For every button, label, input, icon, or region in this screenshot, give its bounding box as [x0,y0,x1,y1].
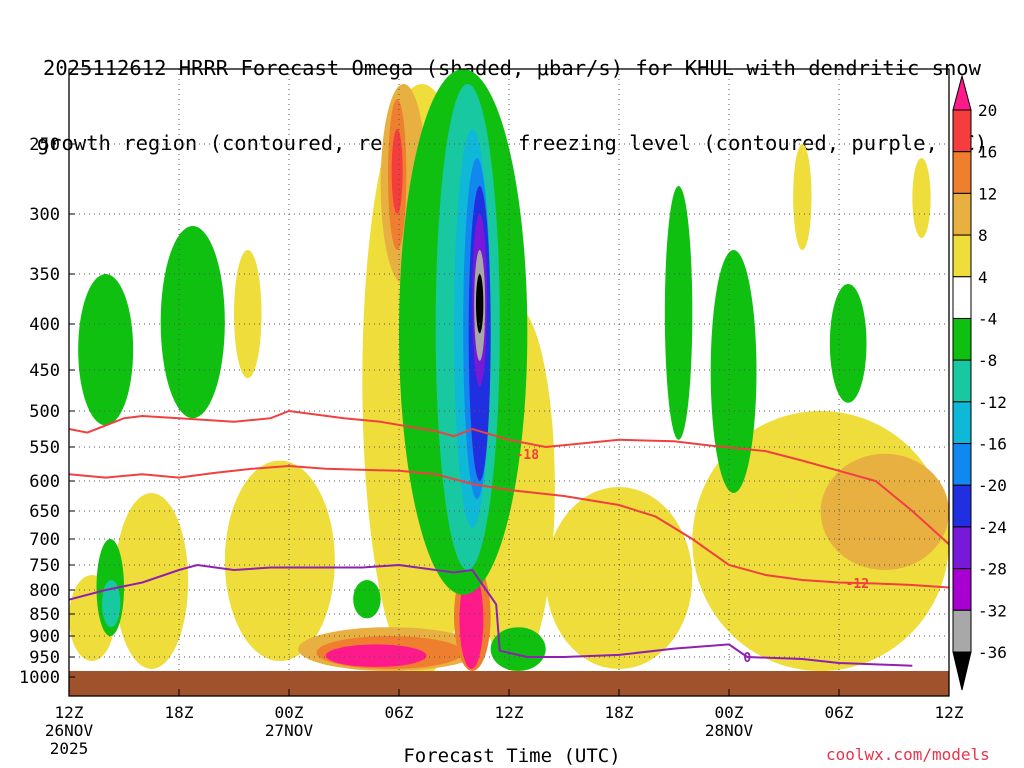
xdate-label-0-1: 2025 [50,739,89,758]
ytick-label-850: 850 [29,605,60,625]
colorbar-swatch-2 [952,192,972,236]
colorbar-swatch-8 [952,443,972,486]
xtick-label-24: 12Z [495,703,524,722]
omega-region-lt-4-22 [664,186,693,440]
ytick-label-250: 250 [29,135,60,155]
xtick-label-30: 18Z [605,703,634,722]
ytick-label-500: 500 [29,402,60,422]
x-axis-title: Forecast Time (UTC) [403,745,621,767]
colorbar-label-4: 4 [978,268,988,287]
credit-text: coolwx.com/models [826,745,990,764]
ytick-label-1000: 1000 [19,668,60,688]
colorbar-swatch-11 [952,568,972,611]
omega-region-lt-4-23 [710,250,757,493]
omega-region-gt4-2 [224,460,335,661]
contour-line-0 [69,409,949,545]
colorbar-swatch-9 [952,484,972,528]
xtick-label-6: 18Z [165,703,194,722]
xdate-label-0-0: 26NOV [45,721,94,740]
xtick-label-42: 06Z [825,703,854,722]
omega-region-lt-4-25 [490,627,546,671]
ytick-label-900: 900 [29,627,60,647]
xtick-label-48: 12Z [935,703,964,722]
colorbar-label-3: 8 [978,226,988,245]
colorbar-label-5: -4 [978,309,997,328]
colorbar-label-7: -12 [978,393,1007,412]
colorbar-swatch-7 [952,401,972,445]
xtick-label-12: 00Z [275,703,304,722]
colorbar-label-9: -20 [978,476,1007,495]
colorbar-swatch-5 [952,317,972,361]
colorbar-label-0: 20 [978,101,997,120]
colorbar-label-11: -28 [978,560,1007,579]
contour-line-2 [69,563,913,667]
contour-label-2: 0 [743,651,751,666]
contour-label-1: -12 [846,577,869,592]
colorbar-swatch-0 [952,109,972,153]
colorbar-top-triangle [952,74,972,111]
ytick-label-950: 950 [29,648,60,668]
omega-region-gt4-9 [234,250,262,379]
ytick-label-450: 450 [29,361,60,381]
ytick-label-700: 700 [29,530,60,550]
ytick-label-300: 300 [29,205,60,225]
omega-region-gt16-18 [391,129,403,214]
colorbar-swatch-10 [952,526,972,570]
colorbar-label-2: 12 [978,184,997,203]
ytick-label-350: 350 [29,265,60,285]
omega-region-gt4-8 [912,158,931,238]
contour-line-1 [69,464,949,589]
ytick-label-650: 650 [29,502,60,522]
colorbar-label-13: -36 [978,643,1007,662]
xtick-label-0: 12Z [55,703,84,722]
omega-region-lt-4-21 [160,226,225,419]
colorbar-swatch-1 [952,151,972,194]
omega-region-gt4-3 [545,487,693,669]
omega-region-gt4-5 [114,493,189,669]
ytick-label-550: 550 [29,438,60,458]
omega-region-lt-36-35 [476,274,484,334]
colorbar-label-8: -16 [978,435,1007,454]
colorbar-swatch-12 [952,609,972,653]
omega-region-lt-8-29 [102,580,121,628]
omega-region-lt-4-20 [78,274,134,426]
omega-region-gt8-10 [820,453,949,570]
omega-region-gt20-16 [325,644,427,667]
colorbar-swatch-6 [952,359,972,403]
ytick-label-600: 600 [29,472,60,492]
xtick-label-36: 00Z [715,703,744,722]
colorbar-swatch-3 [952,234,972,278]
omega-region-lt-4-27 [353,580,381,619]
omega-region-lt-4-24 [829,284,867,403]
ytick-label-800: 800 [29,581,60,601]
colorbar-label-6: -8 [978,351,997,370]
colorbar-label-1: 16 [978,143,997,162]
xdate-label-2-0: 28NOV [705,721,754,740]
colorbar-label-12: -32 [978,601,1007,620]
contour-label-0: -18 [516,448,540,463]
omega-region-gt4-7 [793,144,812,250]
ytick-label-750: 750 [29,556,60,576]
xtick-label-18: 06Z [385,703,414,722]
colorbar-bottom-triangle [952,651,972,691]
ytick-label-400: 400 [29,315,60,335]
xdate-label-1-0: 27NOV [265,721,314,740]
omega-region-gt20-17 [459,570,484,669]
colorbar-swatch-4 [952,276,972,319]
colorbar-label-10: -24 [978,518,1007,537]
